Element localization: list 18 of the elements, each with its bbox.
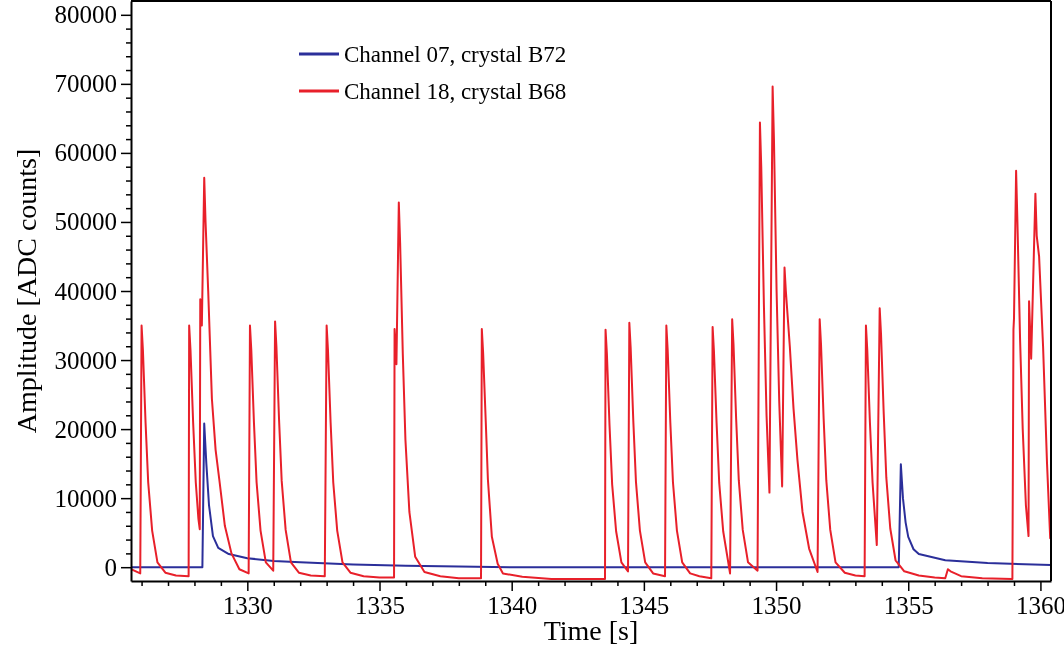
y-axis-title: Amplitude [ADC counts]	[11, 148, 42, 434]
y-tick-label: 40000	[54, 277, 117, 305]
legend-label: Channel 07, crystal B72	[344, 42, 567, 68]
x-tick-label: 1355	[883, 591, 934, 619]
y-tick-label: 80000	[54, 1, 117, 29]
y-tick-label: 20000	[54, 415, 117, 443]
y-tick-label: 30000	[54, 346, 117, 374]
y-tick-label: 70000	[54, 70, 117, 98]
y-tick-label: 0	[104, 553, 117, 581]
y-tick-label: 50000	[54, 208, 117, 236]
x-tick-label: 1350	[751, 591, 802, 619]
y-tick-label: 60000	[54, 139, 117, 167]
x-tick-label: 1330	[222, 591, 273, 619]
line-series	[131, 422, 1051, 569]
legend-label: Channel 18, crystal B68	[344, 79, 567, 105]
x-tick-label: 1340	[487, 591, 538, 619]
x-tick-label: 1335	[355, 591, 406, 619]
y-tick-label: 10000	[54, 484, 117, 512]
